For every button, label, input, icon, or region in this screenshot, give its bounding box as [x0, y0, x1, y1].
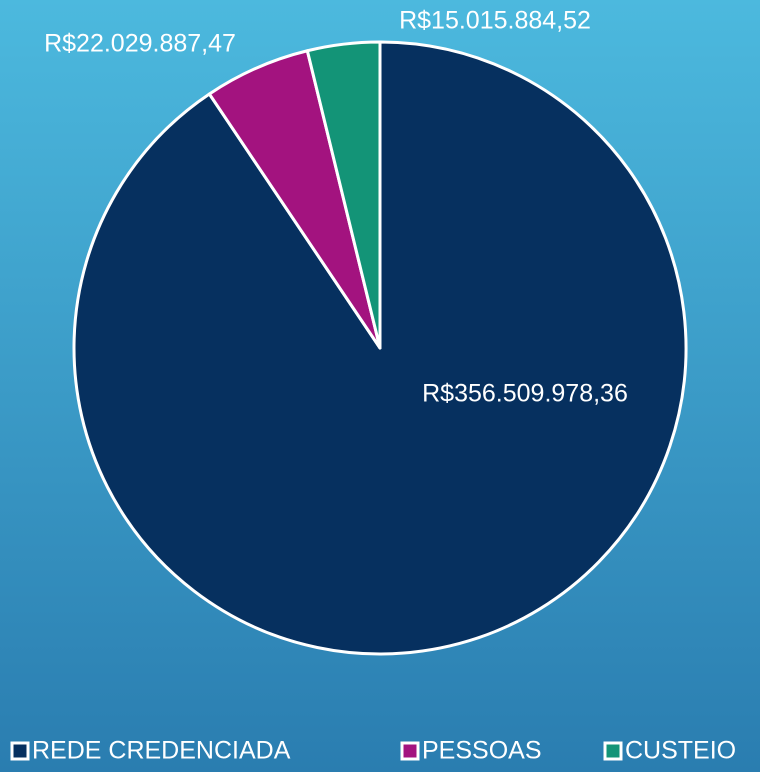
legend-label: REDE CREDENCIADA [32, 737, 291, 765]
data-label: R$356.509.978,36 [422, 380, 628, 408]
legend-label: PESSOAS [422, 737, 542, 765]
legend-label: CUSTEIO [625, 737, 736, 765]
data-label: R$22.029.887,47 [44, 30, 236, 58]
legend-swatch [10, 741, 30, 761]
data-label: R$15.015.884,52 [399, 7, 591, 35]
pie-slice [305, 40, 382, 350]
legend-swatch [603, 741, 623, 761]
legend-swatch [400, 741, 420, 761]
